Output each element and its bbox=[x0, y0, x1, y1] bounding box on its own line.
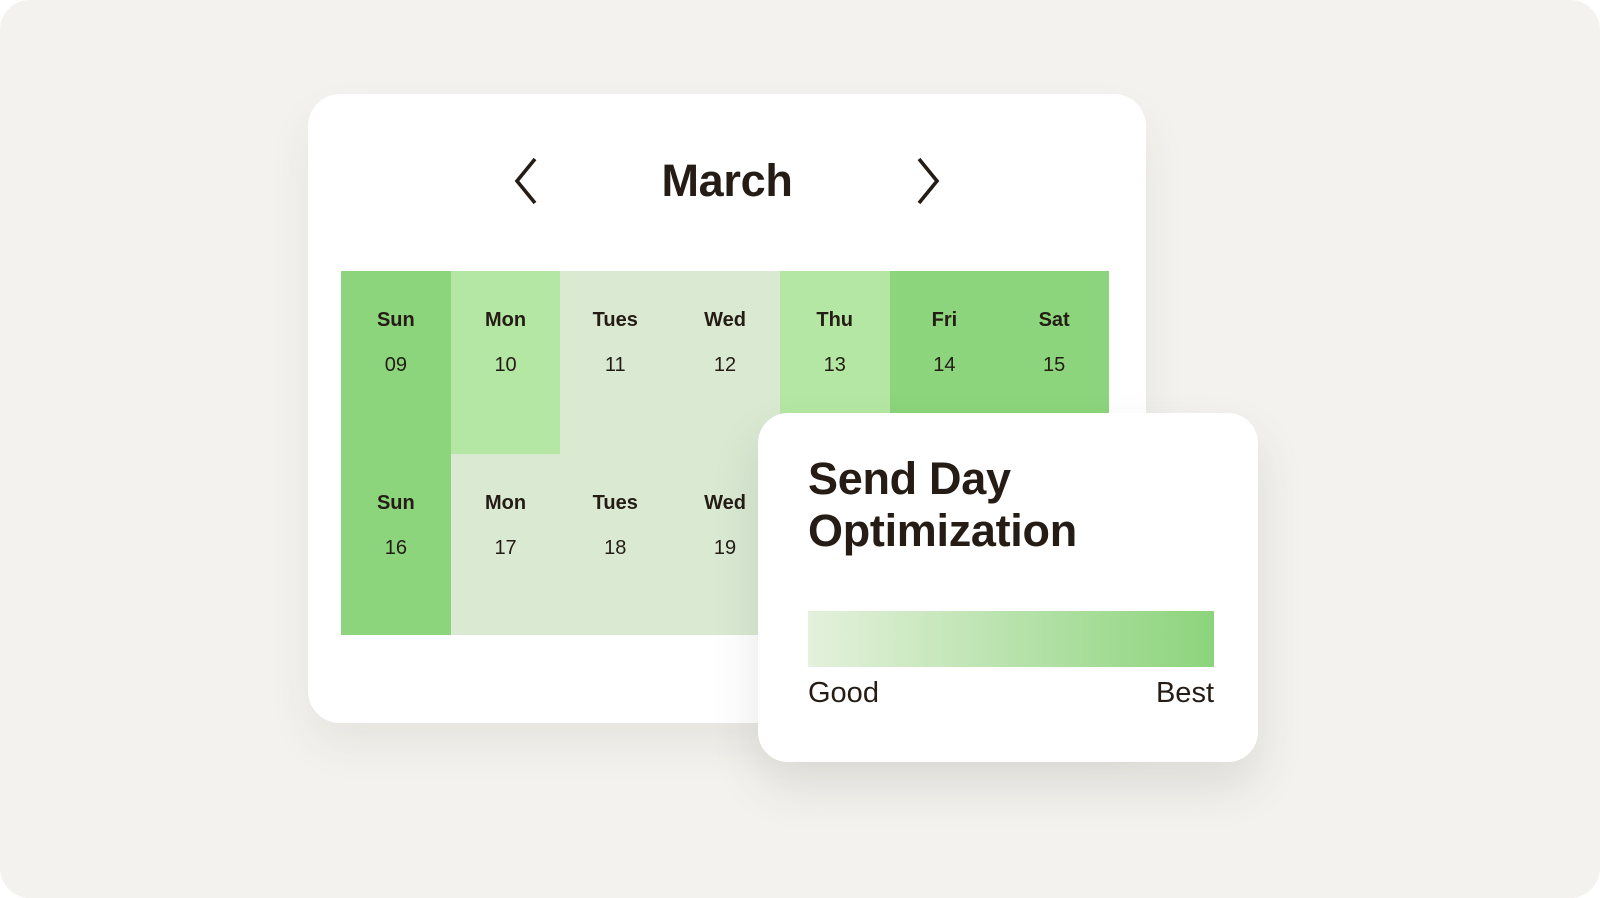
calendar-day-cell[interactable]: Sun 09 bbox=[341, 271, 451, 454]
chevron-left-icon bbox=[511, 155, 541, 207]
calendar-month-title: March bbox=[661, 155, 793, 206]
day-date: 10 bbox=[494, 354, 517, 376]
day-date: 15 bbox=[1043, 354, 1066, 376]
day-of-week-label: Mon bbox=[485, 309, 527, 331]
next-month-button[interactable] bbox=[911, 153, 945, 209]
prev-month-button[interactable] bbox=[509, 153, 543, 209]
day-date: 14 bbox=[933, 354, 956, 376]
day-date: 13 bbox=[823, 354, 846, 376]
calendar-day-cell[interactable]: Mon 17 bbox=[450, 454, 561, 635]
day-date: 12 bbox=[713, 354, 737, 376]
day-of-week-label: Thu bbox=[816, 309, 854, 331]
day-date: 16 bbox=[384, 537, 407, 559]
calendar-day-cell[interactable]: Wed 12 bbox=[670, 271, 780, 454]
day-date: 19 bbox=[713, 537, 737, 559]
day-of-week-label: Tues bbox=[592, 309, 638, 331]
optimization-gradient-bar bbox=[808, 611, 1214, 667]
day-of-week-label: Fri bbox=[931, 309, 958, 331]
bar-label-good: Good bbox=[808, 677, 879, 709]
calendar-header: March bbox=[308, 149, 1146, 213]
day-of-week-label: Sun bbox=[376, 309, 415, 331]
day-of-week-label: Sun bbox=[376, 492, 415, 514]
send-day-optimization-card: Send Day Optimization Good Best bbox=[758, 413, 1258, 762]
day-of-week-label: Wed bbox=[704, 492, 746, 514]
day-date: 18 bbox=[604, 537, 627, 559]
day-of-week-label: Mon bbox=[485, 492, 527, 514]
bar-label-best: Best bbox=[1155, 677, 1214, 709]
day-of-week-label: Wed bbox=[704, 309, 746, 331]
day-date: 17 bbox=[494, 537, 517, 559]
day-date: 09 bbox=[384, 354, 407, 376]
calendar-day-cell[interactable]: Tues 11 bbox=[560, 271, 671, 454]
day-of-week-label: Sat bbox=[1038, 309, 1070, 331]
calendar-day-cell[interactable]: Mon 10 bbox=[450, 271, 561, 454]
calendar-day-cell[interactable]: Tues 18 bbox=[560, 454, 671, 635]
chevron-right-icon bbox=[913, 155, 943, 207]
calendar-day-cell[interactable]: Sun 16 bbox=[341, 454, 451, 635]
send-card-title: Send Day Optimization bbox=[808, 453, 1077, 556]
day-of-week-label: Tues bbox=[592, 492, 638, 514]
bar-scale-labels: Good Best bbox=[808, 675, 1214, 711]
day-date: 11 bbox=[604, 354, 626, 376]
